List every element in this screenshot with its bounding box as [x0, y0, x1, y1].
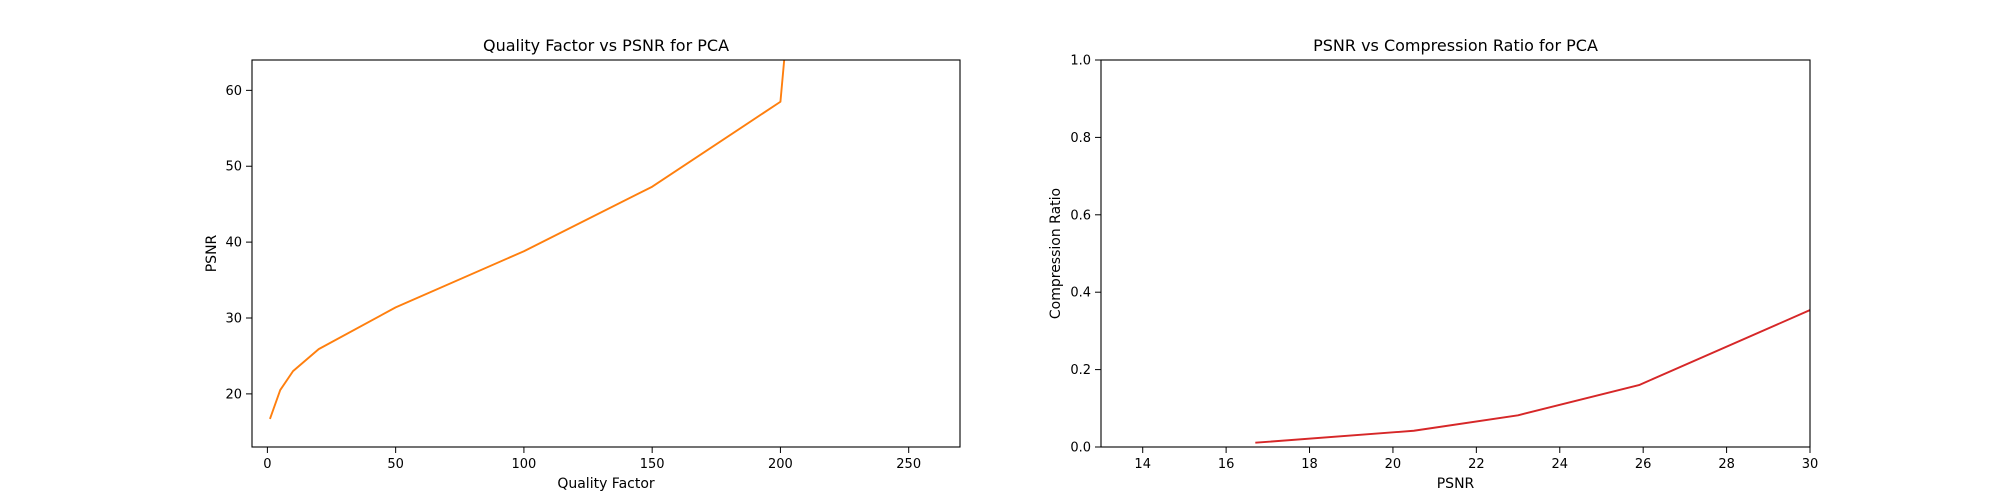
y-tick-label: 0.4	[1070, 286, 1091, 301]
x-axis-label: Quality Factor	[557, 476, 655, 492]
y-tick-label: 60	[225, 84, 242, 99]
x-tick-label: 26	[1635, 457, 1652, 472]
x-axis-ticks: 14 16 18 20 22 24 26 28 30	[1134, 447, 1818, 472]
x-axis-label: PSNR	[1437, 476, 1475, 492]
y-tick-label: 0.0	[1070, 441, 1091, 456]
chart-title: Quality Factor vs PSNR for PCA	[483, 36, 729, 55]
x-tick-label: 150	[640, 457, 665, 472]
y-axis-ticks: 0.0 0.2 0.4 0.6 0.8 1.0	[1070, 54, 1101, 456]
y-tick-label: 0.6	[1070, 208, 1091, 223]
x-tick-label: 24	[1551, 457, 1568, 472]
psnr-series-line	[269, 60, 786, 420]
x-tick-label: 22	[1468, 457, 1485, 472]
y-tick-label: 40	[225, 236, 242, 251]
x-tick-label: 0	[263, 457, 271, 472]
x-tick-label: 250	[896, 457, 921, 472]
x-tick-label: 18	[1301, 457, 1318, 472]
x-tick-label: 100	[511, 457, 536, 472]
x-tick-label: 14	[1134, 457, 1151, 472]
y-axis-label: PSNR	[204, 234, 220, 272]
quality-factor-vs-psnr-chart: Quality Factor vs PSNR for PCA 20 30 40 50 6…	[204, 36, 961, 492]
axes-frame	[251, 59, 961, 448]
compression-ratio-series-line	[1255, 309, 1810, 444]
y-tick-label: 1.0	[1070, 54, 1091, 69]
y-tick-label: 20	[225, 387, 242, 402]
x-tick-label: 30	[1802, 457, 1819, 472]
y-axis-label: Compression Ratio	[1048, 188, 1064, 319]
x-tick-label: 20	[1385, 457, 1402, 472]
y-tick-label: 30	[225, 312, 242, 327]
x-axis-ticks: 0 50 100 150 200 250	[263, 447, 921, 472]
psnr-vs-compression-ratio-chart: PSNR vs Compression Ratio for PCA 0.0 0.2…	[1048, 36, 1818, 492]
y-tick-label: 50	[225, 160, 242, 175]
y-tick-label: 0.8	[1070, 131, 1091, 146]
y-axis-ticks: 20 30 40 50 60	[225, 84, 252, 402]
y-tick-label: 0.2	[1070, 363, 1091, 378]
x-tick-label: 28	[1718, 457, 1735, 472]
x-tick-label: 16	[1218, 457, 1235, 472]
x-tick-label: 200	[768, 457, 793, 472]
axes-frame	[1100, 59, 1811, 448]
chart-title: PSNR vs Compression Ratio for PCA	[1313, 36, 1598, 55]
x-tick-label: 50	[387, 457, 404, 472]
